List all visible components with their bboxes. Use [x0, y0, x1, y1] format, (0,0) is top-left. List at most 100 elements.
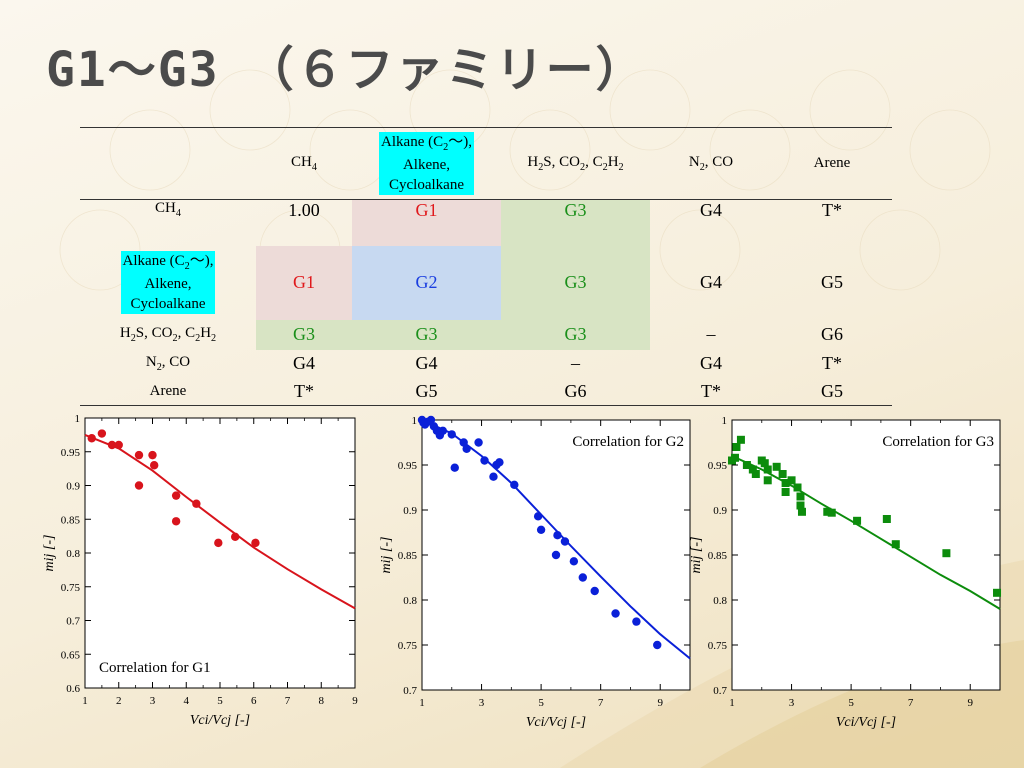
data-point [450, 463, 459, 472]
x-tick-label: 5 [217, 695, 223, 707]
data-point [149, 461, 159, 470]
y-axis-label: mij [-] [42, 535, 57, 572]
row-header-n2-co: N2, CO [145, 354, 191, 373]
data-point [796, 501, 805, 510]
fit-curve [84, 433, 356, 610]
y-axis-label: mij [-] [379, 537, 394, 574]
row-header-alkane: Alkane (C2～), Alkene, Cycloalkane [80, 246, 256, 320]
data-point [611, 609, 620, 618]
data-point [474, 438, 483, 447]
y-tick-label: 0.7 [403, 685, 417, 697]
data-point [793, 483, 802, 492]
x-axis-label: Vci/Vcj [-] [836, 715, 896, 730]
cell-r4-c5: T* [822, 353, 842, 373]
y-tick-label: 1 [75, 413, 81, 425]
y-tick-label: 0.7 [713, 685, 727, 697]
data-point [533, 512, 543, 521]
cell-r2-c4: G4 [700, 272, 722, 292]
cell-r1-c5: T* [822, 200, 842, 220]
data-point [97, 429, 107, 438]
x-tick-label: 2 [116, 695, 122, 707]
cell-r4-c4: G4 [700, 353, 722, 373]
cell-r4-c3: – [571, 353, 580, 373]
chart-g1: 1 2 3 4 5 6 7 8 9 0.6 0.65 0.7 0.75 0.8 0.85 0.9 0.95 1 Co… [42, 410, 358, 740]
data-point [653, 640, 662, 650]
y-tick-label: 1 [722, 415, 728, 427]
data-point [510, 480, 519, 489]
y-tick-label: 0.85 [61, 514, 81, 526]
chart-g1-svg: 1 2 3 4 5 6 7 8 9 0.6 0.65 0.7 0.75 0.8 0.85 0.9 0.95 1 Co… [42, 413, 358, 728]
data-point [853, 516, 862, 525]
cell-r5-c4: T* [650, 377, 772, 406]
x-tick-label: 9 [352, 695, 358, 707]
col-header-alkane: Alkane (C2～), Alkene, Cycloalkane [352, 127, 501, 200]
x-tick-label: 3 [479, 697, 485, 709]
y-tick-label: 1 [412, 415, 418, 427]
cell-r3-c4: – [706, 324, 716, 344]
family-matrix-table: CH4 Alkane (C2～), Alkene, Cycloalkane H2S,… [80, 127, 892, 406]
x-tick-label: 1 [729, 697, 735, 709]
col-header-n2-co: N2, CO [650, 127, 772, 200]
cell-r2-c5: G5 [821, 272, 843, 292]
data-point [578, 573, 587, 582]
data-point [781, 479, 790, 487]
data-point [148, 450, 157, 460]
x-tick-label: 7 [598, 697, 604, 709]
data-point [742, 461, 751, 469]
data-point [560, 537, 570, 546]
y-tick-label: 0.8 [713, 595, 727, 607]
y-tick-label: 0.95 [398, 460, 418, 472]
data-point [489, 472, 498, 481]
data-point [778, 470, 787, 478]
data-point [787, 476, 796, 485]
data-point [763, 465, 772, 474]
data-point [87, 434, 96, 443]
data-point [823, 507, 832, 516]
y-tick-label: 0.85 [398, 550, 418, 562]
data-point [480, 456, 489, 465]
chart-g2: 1 3 5 7 9 0.7 0.75 0.8 0.85 0.9 0.95 1 Correlation f… [379, 410, 691, 740]
cell-r3-c5: G6 [821, 324, 843, 344]
y-tick-label: 0.6 [66, 683, 80, 695]
y-tick-label: 0.9 [403, 505, 417, 517]
x-tick-label: 6 [251, 695, 257, 707]
data-point [192, 499, 201, 508]
data-point [447, 430, 456, 439]
cell-r4-c2: G4 [415, 353, 438, 373]
data-point [891, 540, 900, 549]
y-tick-label: 0.9 [66, 481, 80, 493]
x-tick-label: 8 [319, 695, 325, 707]
data-point [730, 453, 739, 462]
y-tick-label: 0.75 [398, 640, 418, 652]
row-header-ch4: CH4 [155, 200, 181, 219]
data-point [590, 586, 599, 596]
x-tick-label: 5 [538, 697, 544, 709]
y-tick-label: 0.8 [66, 548, 80, 560]
chart-title: Correlation for G1 [99, 660, 211, 676]
y-tick-label: 0.85 [708, 550, 728, 562]
fit-curve [731, 455, 1001, 610]
data-point [134, 481, 144, 490]
cell-r4-c1: G4 [293, 353, 315, 373]
cell-r5-c3: G6 [501, 377, 650, 406]
cell-r1-c1: 1.00 [288, 200, 320, 220]
data-point [796, 492, 805, 501]
data-point [230, 532, 240, 541]
cell-r2-c1: G1 [256, 245, 352, 320]
y-tick-label: 0.7 [66, 616, 80, 628]
cell-r1-c4: G4 [700, 200, 722, 220]
chart-g2-svg: 1 3 5 7 9 0.7 0.75 0.8 0.85 0.9 0.95 1 Correlation f… [379, 415, 691, 730]
data-point [751, 470, 760, 478]
cell-r2-c3: G3 [501, 245, 650, 320]
data-point [114, 440, 123, 450]
y-tick-label: 0.65 [61, 649, 81, 661]
cell-r3-c1: G3 [256, 319, 352, 350]
x-axis-label: Vci/Vcj [-] [190, 713, 250, 728]
chart-g3-svg: 1 3 5 7 9 0.7 0.75 0.8 0.85 0.9 0.95 1 Correlation f… [689, 415, 1002, 730]
plot-area [84, 417, 356, 689]
x-tick-label: 7 [908, 697, 914, 709]
data-point [569, 557, 579, 566]
x-tick-label: 5 [848, 697, 854, 709]
data-point [438, 426, 448, 435]
y-tick-label: 0.8 [403, 595, 417, 607]
